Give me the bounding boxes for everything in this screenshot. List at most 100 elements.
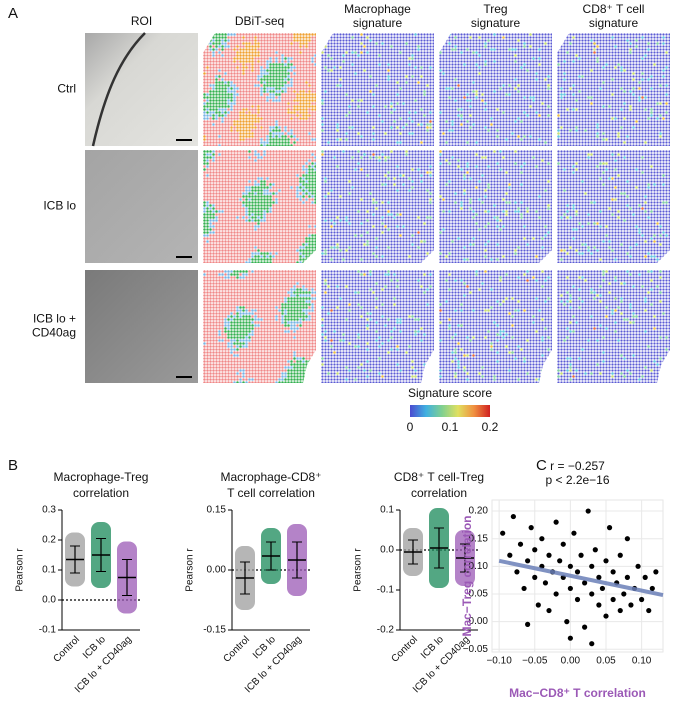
dbit-spot bbox=[245, 240, 248, 243]
signature-spot bbox=[647, 186, 650, 189]
dbit-spot bbox=[281, 135, 284, 138]
signature-spot bbox=[563, 78, 566, 81]
dbit-spot bbox=[278, 312, 281, 315]
dbit-spot bbox=[296, 108, 299, 111]
dbit-spot bbox=[236, 120, 239, 123]
dbit-spot bbox=[215, 150, 218, 153]
signature-spot bbox=[662, 183, 665, 186]
dbit-spot bbox=[275, 321, 278, 324]
signature-spot bbox=[593, 201, 596, 204]
dbit-spot bbox=[284, 360, 287, 363]
dbit-spot bbox=[284, 321, 287, 324]
signature-spot bbox=[487, 240, 490, 243]
dbit-spot bbox=[230, 63, 233, 66]
dbit-spot bbox=[215, 213, 218, 216]
dbit-spot bbox=[281, 171, 284, 174]
dbit-spot bbox=[281, 330, 284, 333]
signature-spot bbox=[429, 111, 432, 114]
dbit-spot bbox=[305, 246, 308, 249]
dbit-spot bbox=[263, 72, 266, 75]
dbit-spot bbox=[293, 48, 296, 51]
dbit-spot bbox=[212, 357, 215, 360]
dbit-spot bbox=[230, 144, 233, 147]
dbit-spot bbox=[212, 327, 215, 330]
dbit-spot bbox=[224, 168, 227, 171]
dbit-spot bbox=[230, 294, 233, 297]
dbit-spot bbox=[269, 246, 272, 249]
dbit-spot bbox=[206, 93, 209, 96]
dbit-spot bbox=[206, 63, 209, 66]
dbit-spot bbox=[269, 297, 272, 300]
dbit-spot bbox=[212, 279, 215, 282]
signature-spot bbox=[339, 138, 342, 141]
dbit-spot bbox=[311, 141, 314, 144]
dbit-spot bbox=[311, 48, 314, 51]
dbit-spot bbox=[257, 138, 260, 141]
dbit-spot bbox=[242, 90, 245, 93]
dbit-spot bbox=[299, 102, 302, 105]
signature-spot bbox=[384, 105, 387, 108]
dbit-spot bbox=[209, 162, 212, 165]
dbit-spot bbox=[209, 297, 212, 300]
dbit-spot bbox=[221, 258, 224, 261]
dbit-spot bbox=[308, 159, 311, 162]
dbit-spot bbox=[248, 135, 251, 138]
dbit-spot bbox=[293, 216, 296, 219]
dbit-spot bbox=[263, 222, 266, 225]
dbit-spot bbox=[224, 240, 227, 243]
dbit-spot bbox=[275, 153, 278, 156]
dbit-spot bbox=[230, 372, 233, 375]
signature-spot bbox=[423, 93, 426, 96]
dbit-spot bbox=[284, 252, 287, 255]
dbit-spot bbox=[221, 36, 224, 39]
signature-spot bbox=[429, 120, 432, 123]
dbit-spot bbox=[254, 255, 257, 258]
signature-spot bbox=[487, 183, 490, 186]
dbit-spot bbox=[314, 150, 317, 153]
dbit-spot bbox=[281, 219, 284, 222]
dbit-spot bbox=[203, 327, 206, 330]
dbit-spot bbox=[281, 180, 284, 183]
dbit-spot bbox=[224, 123, 227, 126]
dbit-spot bbox=[266, 123, 269, 126]
dbit-spot bbox=[245, 270, 248, 273]
dbit-spot bbox=[302, 249, 305, 252]
signature-spot bbox=[339, 84, 342, 87]
signature-spot bbox=[375, 255, 378, 258]
dbit-spot bbox=[278, 165, 281, 168]
signature-spot bbox=[563, 60, 566, 63]
signature-spot bbox=[620, 243, 623, 246]
dbit-spot bbox=[272, 72, 275, 75]
dbit-spot bbox=[275, 261, 278, 264]
dbit-spot bbox=[275, 231, 278, 234]
dbit-spot bbox=[236, 156, 239, 159]
dbit-spot bbox=[239, 36, 242, 39]
dbit-spot bbox=[251, 75, 254, 78]
dbit-spot bbox=[314, 180, 317, 183]
dbit-spot bbox=[284, 96, 287, 99]
dbit-spot bbox=[215, 231, 218, 234]
dbit-spot bbox=[284, 378, 287, 381]
signature-spot bbox=[614, 258, 617, 261]
dbit-spot bbox=[251, 201, 254, 204]
dbit-spot bbox=[233, 354, 236, 357]
dbit-spot bbox=[224, 351, 227, 354]
dbit-spot bbox=[260, 117, 263, 120]
dbit-spot bbox=[314, 51, 317, 54]
dbit-spot bbox=[218, 63, 221, 66]
dbit-spot bbox=[245, 45, 248, 48]
signature-spot bbox=[378, 54, 381, 57]
dbit-spot bbox=[245, 168, 248, 171]
dbit-spot bbox=[302, 207, 305, 210]
signature-spot bbox=[327, 192, 330, 195]
dbit-spot bbox=[248, 279, 251, 282]
dbit-spot bbox=[224, 282, 227, 285]
dbit-spot bbox=[203, 282, 206, 285]
signature-spot bbox=[644, 255, 647, 258]
dbit-spot bbox=[251, 243, 254, 246]
dbit-spot bbox=[272, 237, 275, 240]
signature-spot bbox=[514, 87, 517, 90]
signature-spot bbox=[623, 219, 626, 222]
dbit-spot bbox=[257, 144, 260, 147]
signature-spot bbox=[429, 174, 432, 177]
